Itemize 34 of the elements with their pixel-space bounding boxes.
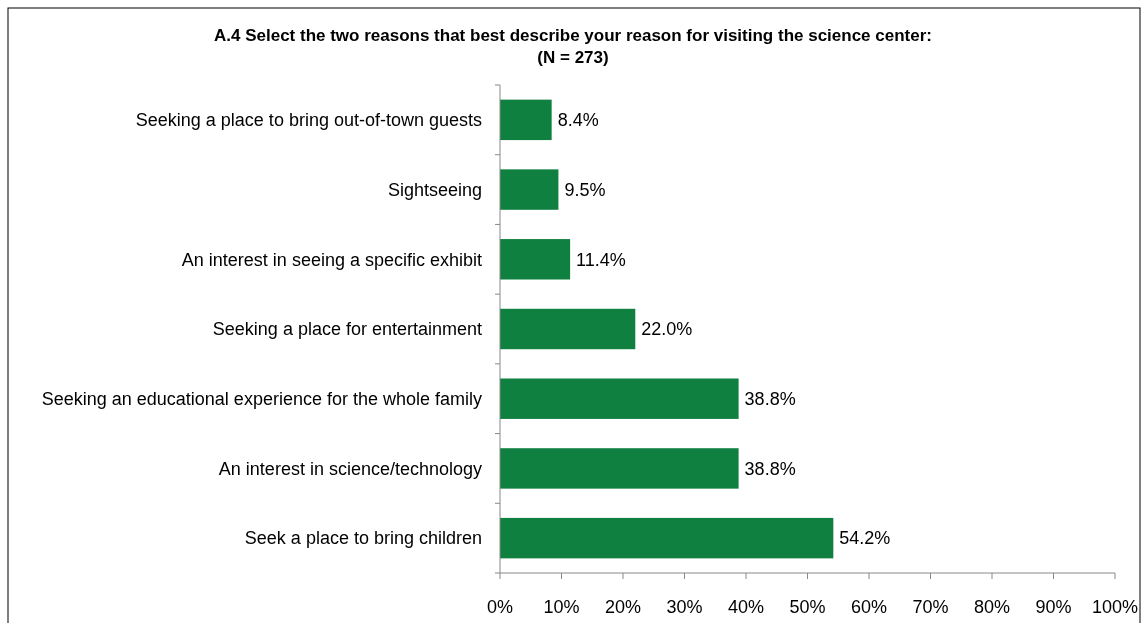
y-tick-label: An interest in seeing a specific exhibit <box>181 249 482 270</box>
x-tick-label: 60% <box>850 597 888 617</box>
data-label: 11.4% <box>576 249 626 270</box>
x-tick-label: 50% <box>789 597 826 617</box>
bar <box>500 169 559 210</box>
data-label: 38.8% <box>744 458 796 479</box>
y-tick-label: Sightseeing <box>387 179 482 200</box>
x-tick-label: 10% <box>543 597 580 617</box>
chart-subtitle: (N = 273) <box>537 48 609 67</box>
data-label: 54.2% <box>839 528 891 549</box>
data-label: 22.0% <box>641 319 693 340</box>
bar <box>500 448 739 489</box>
data-label: 38.8% <box>744 389 796 410</box>
x-tick-label: 40% <box>727 597 765 617</box>
y-tick-label: Seeking an educational experience for the whole family <box>41 389 482 410</box>
x-tick-label: 80% <box>973 597 1011 617</box>
bar <box>500 517 834 559</box>
y-tick-label: An interest in science/technology <box>218 458 482 479</box>
x-tick-label: 0% <box>486 597 514 617</box>
bar <box>500 99 552 141</box>
x-tick-label: 100% <box>1091 597 1139 617</box>
y-tick-label: Seeking a place for entertainment <box>212 319 482 340</box>
x-tick-label: 90% <box>1035 597 1072 617</box>
bar <box>500 239 571 280</box>
bar <box>500 308 636 350</box>
x-tick-label: 30% <box>666 597 703 617</box>
y-tick-label: Seeking a place to bring out-of-town guests <box>135 110 482 131</box>
x-tick-label: 70% <box>912 597 949 617</box>
y-tick-label: Seek a place to bring children <box>244 528 482 549</box>
x-tick-label: 20% <box>604 597 642 617</box>
bar <box>500 378 739 419</box>
data-label: 8.4% <box>557 110 599 131</box>
chart-title: A.4 Select the two reasons that best describe your reason for visiting the science center: <box>213 26 933 45</box>
data-label: 9.5% <box>564 179 606 200</box>
